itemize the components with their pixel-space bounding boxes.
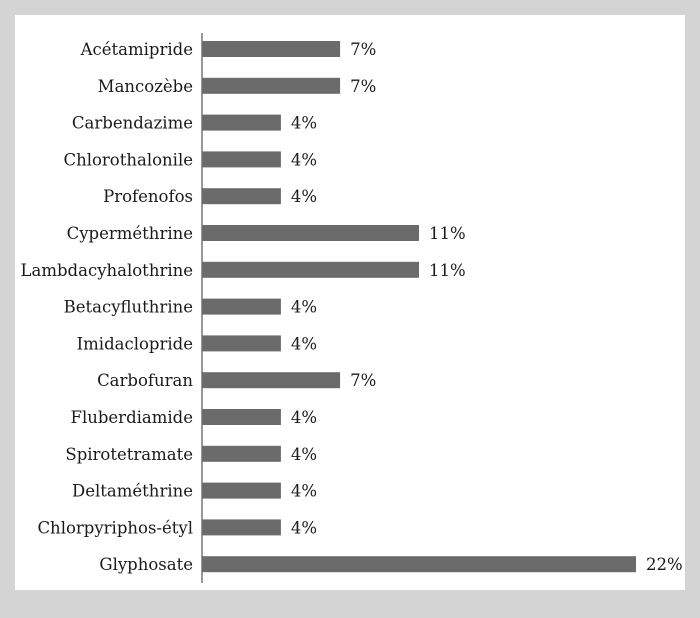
- bar: [202, 41, 341, 57]
- value-label: 4%: [291, 518, 317, 537]
- bar: [202, 261, 419, 278]
- value-label: 4%: [291, 298, 317, 317]
- bar: [202, 409, 281, 425]
- value-label: 7%: [350, 40, 376, 59]
- category-label: Fluberdiamide: [71, 408, 194, 427]
- category-label: Chlorothalonile: [63, 150, 193, 169]
- bar: [202, 519, 281, 536]
- value-label: 4%: [291, 334, 317, 353]
- category-label: Profenofos: [103, 187, 193, 206]
- bar: [202, 556, 636, 573]
- category-label: Betacyfluthrine: [64, 298, 193, 317]
- category-label: Chlorpyriphos-étyl: [37, 518, 193, 537]
- category-label: Deltaméthrine: [72, 482, 193, 501]
- value-label: 4%: [291, 114, 317, 133]
- category-label: Lambdacyhalothrine: [21, 261, 193, 280]
- value-label: 4%: [291, 408, 317, 427]
- bar: [202, 372, 341, 389]
- bar: [202, 445, 281, 462]
- category-label: Spirotetramate: [65, 445, 193, 464]
- bar: [202, 114, 281, 131]
- value-label: 4%: [291, 187, 317, 206]
- value-label: 7%: [350, 77, 376, 96]
- value-label: 4%: [291, 150, 317, 169]
- bar: [202, 225, 419, 241]
- value-label: 11%: [429, 224, 466, 243]
- bar: [202, 335, 281, 352]
- chart-panel: [15, 15, 685, 590]
- bars-group: Acétamipride 7% Mancozèbe 7% Carbendazime 4% C…: [21, 40, 683, 574]
- value-label: 4%: [291, 482, 317, 501]
- category-label: Carbendazime: [72, 114, 193, 133]
- value-label: 4%: [291, 445, 317, 464]
- category-label: Cyperméthrine: [67, 224, 193, 243]
- category-label: Carbofuran: [97, 371, 193, 390]
- category-label: Mancozèbe: [98, 77, 193, 96]
- bar: [202, 188, 281, 205]
- category-label: Acétamipride: [80, 40, 193, 59]
- bar: [202, 77, 341, 94]
- category-label: Glyphosate: [99, 555, 193, 574]
- value-label: 11%: [429, 261, 466, 280]
- bar: [202, 482, 281, 499]
- category-label: Imidaclopride: [77, 334, 193, 353]
- bar: [202, 298, 281, 315]
- value-label: 7%: [350, 371, 376, 390]
- value-label: 22%: [646, 555, 683, 574]
- bar: [202, 151, 281, 168]
